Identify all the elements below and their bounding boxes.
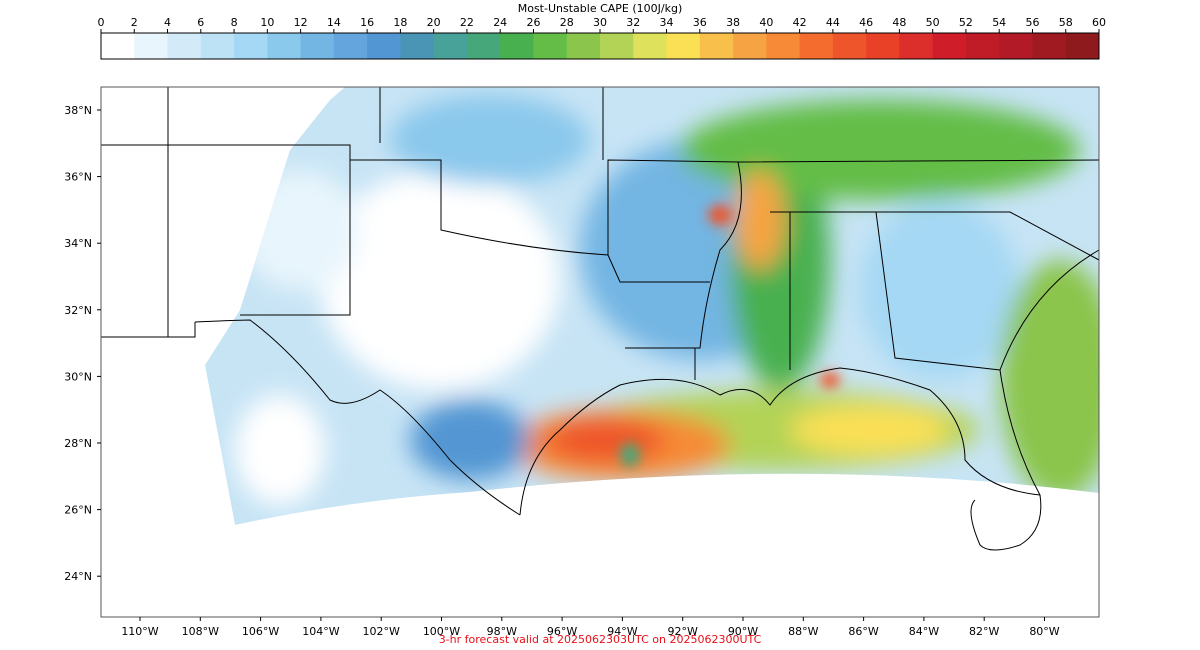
lat-label: 38°N xyxy=(64,104,92,117)
lon-label: 96°W xyxy=(547,625,577,638)
colorbar-tick-label: 46 xyxy=(859,16,873,29)
colorbar-band xyxy=(333,33,368,59)
colorbar-tick-label: 26 xyxy=(526,16,540,29)
colorbar-tick-label: 42 xyxy=(793,16,807,29)
colorbar-tick-label: 44 xyxy=(826,16,840,29)
colorbar-band xyxy=(1065,33,1100,59)
colorbar-tick-label: 0 xyxy=(98,16,105,29)
colorbar-tick-label: 48 xyxy=(892,16,906,29)
lon-label: 106°W xyxy=(242,625,279,638)
colorbar-tick-label: 16 xyxy=(360,16,374,29)
colorbar-tick-label: 8 xyxy=(231,16,238,29)
lat-label: 32°N xyxy=(64,304,92,317)
forecast-footer: 3-hr forecast valid at 2025062303UTC on … xyxy=(439,633,762,646)
colorbar-tick-label: 54 xyxy=(992,16,1006,29)
colorbar-band xyxy=(899,33,934,59)
lon-label: 98°W xyxy=(487,625,517,638)
lon-label: 84°W xyxy=(909,625,939,638)
colorbar-tick-label: 50 xyxy=(926,16,940,29)
colorbar-tick-label: 24 xyxy=(493,16,507,29)
colorbar-tick-label: 58 xyxy=(1059,16,1073,29)
map-frame xyxy=(100,86,1100,618)
lat-label: 24°N xyxy=(64,570,92,583)
colorbar-band xyxy=(633,33,668,59)
lon-label: 80°W xyxy=(1029,625,1059,638)
boundaries xyxy=(101,87,1100,551)
colorbar-band xyxy=(234,33,268,59)
colorbar-band xyxy=(766,33,801,59)
colorbar-tick-label: 30 xyxy=(593,16,607,29)
lon-label: 90°W xyxy=(728,625,758,638)
lon-label: 86°W xyxy=(848,625,878,638)
lon-label: 82°W xyxy=(969,625,999,638)
colorbar-tick-label: 38 xyxy=(726,16,740,29)
colorbar-band xyxy=(367,33,401,59)
colorbar-band xyxy=(200,33,235,59)
colorbar-tick-label: 18 xyxy=(393,16,407,29)
colorbar-band xyxy=(101,33,135,59)
colorbar-band xyxy=(267,33,302,59)
colorbar-band xyxy=(866,33,900,59)
lat-label: 30°N xyxy=(64,370,92,383)
colorbar-band xyxy=(433,33,468,59)
lat-label: 34°N xyxy=(64,237,92,250)
lon-label: 94°W xyxy=(607,625,637,638)
colorbar-band xyxy=(832,33,867,59)
colorbar-tick-label: 14 xyxy=(327,16,341,29)
colorbar-band xyxy=(965,33,1000,59)
colorbar-band xyxy=(167,33,202,59)
colorbar-band xyxy=(932,33,967,59)
colorbar-title: Most-Unstable CAPE (100J/kg) xyxy=(518,2,683,15)
lon-label: 100°W xyxy=(423,625,460,638)
colorbar-band xyxy=(500,33,534,59)
colorbar-band xyxy=(699,33,734,59)
colorbar-band xyxy=(733,33,767,59)
lat-label: 36°N xyxy=(64,171,92,184)
lon-label: 92°W xyxy=(668,625,698,638)
lat-label: 28°N xyxy=(64,437,92,450)
colorbar-band xyxy=(134,33,169,59)
colorbar-band xyxy=(533,33,568,59)
colorbar-tick-label: 60 xyxy=(1092,16,1106,29)
colorbar-tick-label: 6 xyxy=(197,16,204,29)
colorbar: 0 2 4 6 8 10 12 14 16 18 20 22 24 26 28 30 32 34 36 38 40 42 4… xyxy=(98,16,1106,60)
colorbar-band xyxy=(300,33,335,59)
lon-label: 110°W xyxy=(121,625,158,638)
colorbar-tick-label: 56 xyxy=(1025,16,1039,29)
colorbar-tick-label: 36 xyxy=(693,16,707,29)
colorbar-band xyxy=(999,33,1033,59)
lon-label: 102°W xyxy=(363,625,400,638)
colorbar-tick-label: 10 xyxy=(260,16,274,29)
colorbar-band xyxy=(799,33,834,59)
colorbar-tick-label: 40 xyxy=(759,16,773,29)
colorbar-band xyxy=(600,33,634,59)
map-axes: 38°N 36°N 34°N 32°N 30°N 28°N 26°N 24°N 110°W 108… xyxy=(64,104,1060,638)
colorbar-band xyxy=(400,33,435,59)
colorbar-band xyxy=(566,33,601,59)
lon-label: 88°W xyxy=(788,625,818,638)
colorbar-band xyxy=(466,33,501,59)
colorbar-tick-label: 52 xyxy=(959,16,973,29)
colorbar-tick-label: 2 xyxy=(131,16,138,29)
lon-label: 108°W xyxy=(182,625,219,638)
colorbar-tick-label: 22 xyxy=(460,16,474,29)
colorbar-band xyxy=(1032,33,1067,59)
cape-field xyxy=(205,87,1099,525)
colorbar-tick-label: 12 xyxy=(294,16,308,29)
colorbar-tick-label: 4 xyxy=(164,16,171,29)
colorbar-tick-label: 32 xyxy=(626,16,640,29)
colorbar-tick-label: 28 xyxy=(560,16,574,29)
lon-label: 104°W xyxy=(302,625,339,638)
lat-label: 26°N xyxy=(64,504,92,517)
colorbar-tick-label: 20 xyxy=(427,16,441,29)
colorbar-tick-label: 34 xyxy=(660,16,674,29)
colorbar-band xyxy=(666,33,701,59)
